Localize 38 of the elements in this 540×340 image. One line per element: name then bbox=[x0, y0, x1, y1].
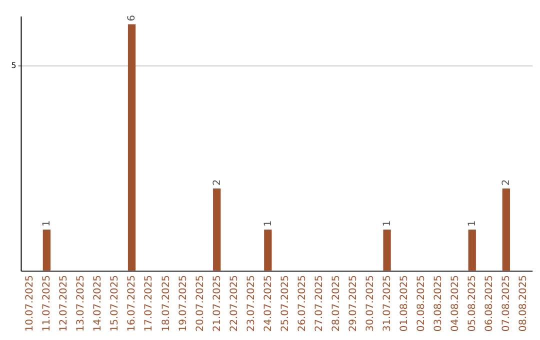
x-tick-label: 14.07.2025 bbox=[92, 275, 104, 332]
x-tick-label: 30.07.2025 bbox=[364, 275, 376, 332]
x-tick-label: 25.07.2025 bbox=[280, 275, 291, 332]
x-tick-label: 15.07.2025 bbox=[110, 275, 121, 332]
x-tick-label: 21.07.2025 bbox=[212, 275, 223, 332]
x-tick-label: 08.08.2025 bbox=[518, 275, 530, 332]
x-tick-label: 28.07.2025 bbox=[330, 275, 342, 332]
y-tick-label: 5 bbox=[11, 60, 16, 70]
data-label: 1 bbox=[42, 220, 53, 227]
data-label: 1 bbox=[262, 220, 274, 227]
x-tick-label: 03.08.2025 bbox=[433, 275, 444, 332]
data-label: 1 bbox=[467, 220, 478, 227]
x-tick-label: 12.07.2025 bbox=[58, 275, 70, 332]
x-tick-label: 01.08.2025 bbox=[399, 275, 410, 332]
x-tick-label: 17.07.2025 bbox=[144, 275, 155, 332]
data-label: 1 bbox=[382, 220, 393, 227]
x-tick-label: 20.07.2025 bbox=[194, 275, 206, 332]
x-tick-label: 04.08.2025 bbox=[450, 275, 462, 332]
x-tick-label: 18.07.2025 bbox=[160, 275, 172, 332]
x-tick-label: 23.07.2025 bbox=[246, 275, 257, 332]
x-tick-label: 24.07.2025 bbox=[262, 275, 274, 332]
data-label: 6 bbox=[126, 14, 138, 22]
x-tick-label: 27.07.2025 bbox=[314, 275, 325, 332]
x-tick-label: 13.07.2025 bbox=[76, 275, 87, 332]
x-tick-label: 06.08.2025 bbox=[484, 275, 496, 332]
x-tick-label: 16.07.2025 bbox=[126, 275, 138, 332]
x-tick-label: 10.07.2025 bbox=[24, 275, 36, 332]
x-tick-label: 07.08.2025 bbox=[501, 275, 512, 332]
x-tick-label: 19.07.2025 bbox=[178, 275, 189, 332]
x-tick-label: 11.07.2025 bbox=[42, 275, 53, 332]
data-label: 2 bbox=[501, 179, 512, 186]
x-tick-label: 22.07.2025 bbox=[228, 275, 240, 332]
x-tick-label: 29.07.2025 bbox=[348, 275, 359, 332]
x-tick-label: 31.07.2025 bbox=[382, 275, 393, 332]
x-tick-label: 05.08.2025 bbox=[467, 275, 478, 332]
data-label: 2 bbox=[212, 179, 223, 186]
x-tick-label: 02.08.2025 bbox=[416, 275, 428, 332]
x-tick-label: 26.07.2025 bbox=[296, 275, 308, 332]
